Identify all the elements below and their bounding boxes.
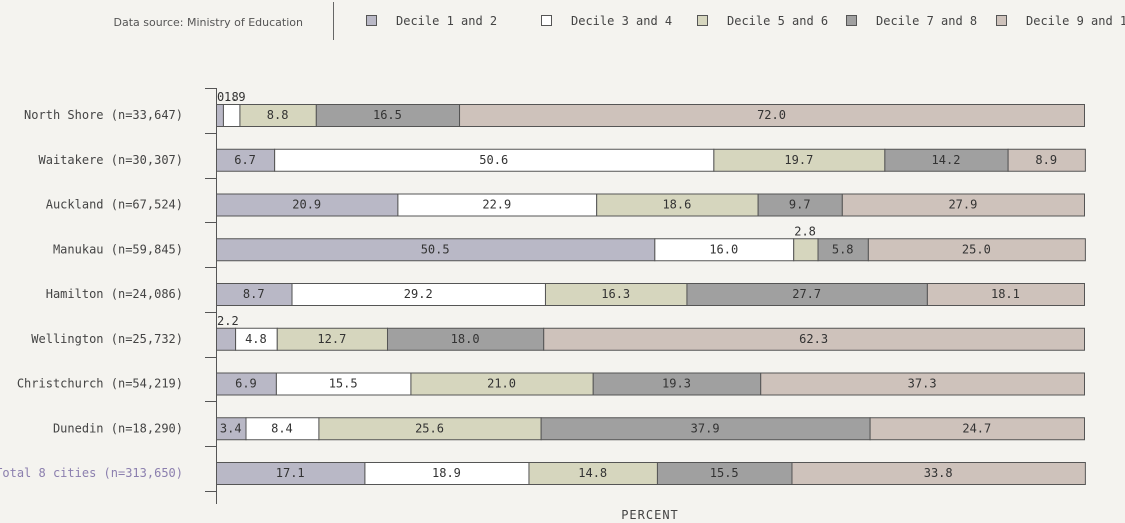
- legend-swatch: [996, 15, 1007, 26]
- bar-segment: [459, 104, 1086, 127]
- data-label: 6.9: [235, 377, 257, 391]
- legend-divider: [333, 2, 334, 40]
- data-label: 25.0: [962, 242, 991, 256]
- category-label: Christchurch (n=54,219): [17, 377, 183, 391]
- data-label: 37.9: [691, 421, 720, 435]
- data-label: 72.0: [757, 108, 786, 122]
- data-label: 27.7: [792, 287, 821, 301]
- bar-segment: [867, 238, 1086, 262]
- data-label: 18.9: [432, 466, 461, 480]
- bar-segment: [1007, 148, 1086, 172]
- legend-swatch: [366, 15, 377, 26]
- category-label: Manukau (n=59,845): [53, 242, 183, 256]
- legend-bar: Data source: Ministry of Education Decil…: [0, 0, 1125, 44]
- data-label: 62.3: [799, 332, 828, 346]
- data-label: 6.7: [234, 153, 256, 167]
- bar-segment: [222, 104, 241, 127]
- data-label: 18.0: [451, 332, 480, 346]
- data-label: 19.3: [662, 377, 691, 391]
- category-label: Wellington (n=25,732): [31, 332, 183, 346]
- bar-segment: [926, 283, 1086, 306]
- data-label: 29.2: [404, 287, 433, 301]
- data-label: 16.0: [709, 242, 738, 256]
- data-label: 8.4: [271, 421, 293, 435]
- category-label: Hamilton (n=24,086): [46, 287, 183, 301]
- bar-segment: [841, 193, 1085, 217]
- data-label: 8.9: [1035, 153, 1057, 167]
- data-label: 16.5: [373, 108, 402, 122]
- data-label: 0.8: [217, 90, 239, 104]
- data-label: 22.9: [482, 198, 511, 212]
- data-label: 8.8: [267, 108, 289, 122]
- data-label: 24.7: [962, 421, 991, 435]
- data-label: 18.6: [662, 198, 691, 212]
- data-label: 2.2: [217, 314, 239, 328]
- data-label: 2.8: [794, 224, 816, 238]
- data-label: 20.9: [292, 198, 321, 212]
- data-label: 33.8: [924, 466, 953, 480]
- bar-segment: [543, 327, 1085, 351]
- legend-swatch: [846, 15, 857, 26]
- data-label: 15.5: [710, 466, 739, 480]
- bar-segment: [216, 327, 237, 351]
- data-label: 15.5: [329, 377, 358, 391]
- category-label: Auckland (n=67,524): [46, 198, 183, 212]
- category-label: North Shore (n=33,647): [24, 108, 183, 122]
- data-label: 1.9: [224, 90, 246, 104]
- x-axis-label: PERCENT: [621, 508, 679, 522]
- data-label: 16.3: [601, 287, 630, 301]
- bar-segment: [793, 238, 819, 262]
- data-label: 19.7: [784, 153, 813, 167]
- bar-segment: [216, 104, 224, 127]
- legend-label: Decile 3 and 4: [571, 14, 673, 28]
- data-label: 14.8: [578, 466, 607, 480]
- category-label: Dunedin (n=18,290): [53, 421, 183, 435]
- bar-segment: [869, 417, 1085, 441]
- data-label: 17.1: [276, 466, 305, 480]
- data-label: 25.6: [415, 421, 444, 435]
- legend-label: Decile 5 and 6: [727, 14, 829, 28]
- data-label: 8.7: [243, 287, 265, 301]
- data-label: 27.9: [948, 198, 977, 212]
- data-label: 50.5: [421, 242, 450, 256]
- bar-segment: [760, 372, 1086, 396]
- data-label: 5.8: [832, 242, 854, 256]
- legend-label: Decile 7 and 8: [876, 14, 978, 28]
- source-note: Data source: Ministry of Education: [113, 16, 303, 29]
- legend-swatch: [541, 15, 552, 26]
- data-label: 3.4: [220, 421, 242, 435]
- bar-segment: [791, 462, 1086, 485]
- data-label: 9.7: [789, 198, 811, 212]
- data-label: 50.6: [479, 153, 508, 167]
- legend-swatch: [697, 15, 708, 26]
- data-label: 4.8: [245, 332, 267, 346]
- data-label: 14.2: [932, 153, 961, 167]
- data-label: 12.7: [317, 332, 346, 346]
- category-label: Total 8 cities (n=313,650): [0, 466, 183, 480]
- category-label: Waitakere (n=30,307): [39, 153, 184, 167]
- data-label: 37.3: [908, 377, 937, 391]
- data-label: 18.1: [991, 287, 1020, 301]
- legend-label: Decile 1 and 2: [396, 14, 498, 28]
- legend-label: Decile 9 and 10: [1026, 14, 1125, 28]
- data-label: 21.0: [487, 377, 516, 391]
